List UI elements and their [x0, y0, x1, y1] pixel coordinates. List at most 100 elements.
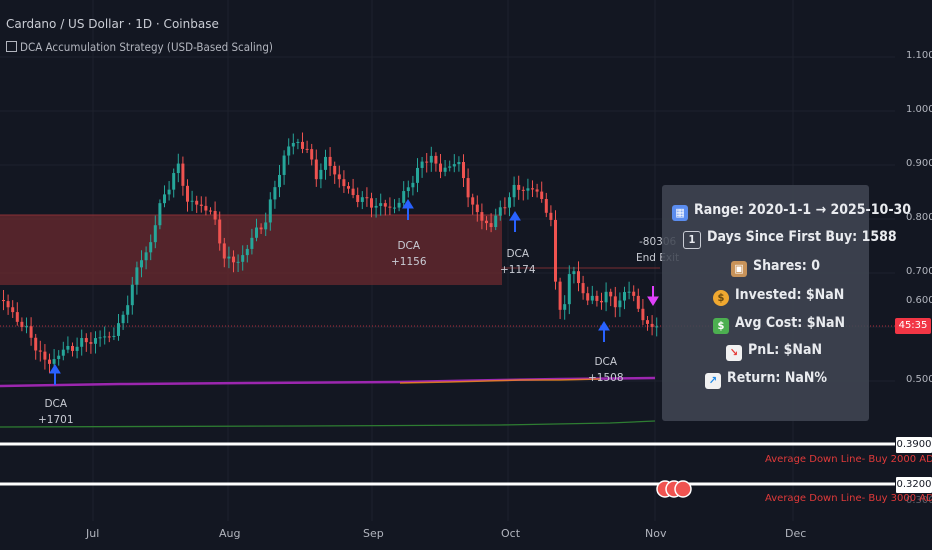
time-axis[interactable] [0, 521, 932, 550]
candle-body [521, 189, 525, 191]
candle-body [209, 210, 212, 212]
candle-body [650, 323, 654, 327]
candle-body [71, 345, 74, 351]
event-circles [656, 480, 692, 498]
candle-body [89, 342, 93, 344]
info-shares: ▣ Shares: 0 [731, 258, 820, 280]
time-label: Nov [645, 527, 667, 540]
candle-body [103, 336, 107, 338]
candle-body [590, 295, 594, 301]
candle-body [291, 142, 295, 147]
line1-price-badge: 0.3900 [895, 436, 932, 454]
candle-body [457, 162, 461, 165]
candle-body [121, 314, 125, 324]
candle-body [370, 198, 373, 208]
candle-body [264, 222, 268, 230]
candle-body [577, 271, 580, 284]
price-tick: 1.1000 [906, 50, 932, 61]
candle-body [305, 148, 309, 150]
price-axis[interactable] [895, 0, 932, 521]
candle-body [609, 291, 613, 297]
candle-body [319, 169, 323, 180]
candle-body [535, 189, 539, 192]
candle-body [572, 271, 576, 275]
candle-body [84, 338, 88, 343]
candle-body [273, 187, 277, 200]
candle-body [494, 215, 498, 228]
candle-body [126, 305, 130, 315]
candle-body [554, 219, 557, 282]
candle-body [241, 255, 245, 262]
candle-body [563, 304, 567, 310]
candle-body [356, 195, 360, 202]
resistance-zone [0, 215, 502, 285]
candle-body [130, 284, 134, 306]
candle-body [199, 204, 203, 206]
candle-body [466, 178, 470, 198]
candle-body [475, 204, 479, 213]
candle-body [627, 291, 631, 293]
candle-body [11, 307, 15, 313]
candle-body [250, 237, 254, 249]
chart-title: Cardano / US Dollar · 1D · Coinbase [6, 17, 219, 31]
candle-body [531, 188, 534, 190]
candle-body [406, 187, 410, 192]
dca-marker-label: DCA +1701 [38, 398, 74, 426]
candle-body [213, 210, 217, 220]
candle-body [310, 149, 314, 160]
candle-body [314, 159, 318, 180]
candle-body [149, 242, 153, 253]
candle-body [434, 155, 438, 164]
candle-body [245, 248, 249, 256]
candle-body [57, 355, 61, 360]
candle-body [61, 349, 65, 356]
candle-body [80, 338, 84, 347]
strategy-info-panel: ▦ Range: 2020-1-1 → 2025-10-30 1 Days Sinc… [662, 185, 911, 421]
candle-body [586, 293, 590, 301]
info-invested: $ Invested: $NaN [713, 287, 844, 309]
candle-body [540, 191, 544, 199]
candle-body [595, 295, 599, 301]
calendar-icon: ▦ [672, 205, 688, 221]
candle-body [402, 191, 406, 203]
candle-body [365, 197, 369, 199]
candle-body [379, 203, 383, 206]
info-avg-cost: $ Avg Cost: $NaN [713, 315, 845, 337]
average-down-line-1-label: Average Down Line- Buy 2000 ADA [765, 454, 932, 465]
candle-body [604, 291, 608, 303]
candle-body [163, 194, 166, 204]
candle-body [25, 326, 28, 328]
candle-body [489, 223, 493, 228]
candle-body [236, 261, 240, 263]
candle-body [462, 162, 465, 179]
candle-body [623, 292, 626, 301]
candle-body [613, 296, 617, 308]
time-label: Aug [219, 527, 241, 540]
money-bag-icon: $ [713, 290, 729, 306]
time-label: Dec [785, 527, 807, 540]
dca-marker-label: DCA +1174 [500, 248, 536, 276]
exit-arrow-icon [647, 286, 659, 306]
candle-body [282, 155, 286, 175]
candle-body [2, 300, 5, 302]
price-tick-partial: 0.3000 [906, 495, 932, 506]
candle-body [135, 267, 139, 285]
info-return: ↗ Return: NaN% [705, 370, 827, 392]
candle-body [167, 189, 171, 195]
candle-body [15, 312, 19, 322]
lower-green-line [0, 420, 656, 428]
candle-body [397, 202, 401, 208]
candle-body [296, 141, 300, 143]
candle-body [301, 141, 304, 149]
candle-body [190, 200, 194, 202]
candle-body [144, 252, 148, 261]
info-days: 1 Days Since First Buy: 1588 [683, 229, 897, 251]
candle-body [517, 184, 521, 190]
candle-body [176, 163, 180, 174]
dca-marker-label: DCA +1156 [391, 240, 427, 268]
indicator-label[interactable]: DCA Accumulation Strategy (USD-Based Sca… [6, 40, 273, 54]
candle-body [512, 184, 516, 198]
